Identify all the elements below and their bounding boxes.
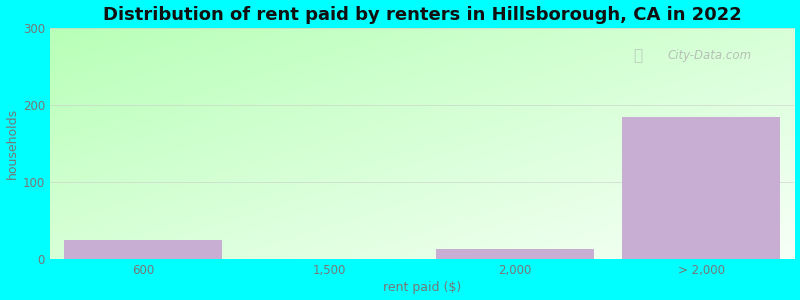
- Bar: [64, 240, 222, 260]
- Y-axis label: households: households: [6, 108, 18, 179]
- Title: Distribution of rent paid by renters in Hillsborough, CA in 2022: Distribution of rent paid by renters in …: [102, 6, 742, 24]
- Text: City-Data.com: City-Data.com: [668, 49, 752, 62]
- Bar: [622, 117, 781, 260]
- Bar: [436, 249, 594, 260]
- X-axis label: rent paid ($): rent paid ($): [383, 281, 462, 294]
- Text: ⦿: ⦿: [634, 48, 642, 63]
